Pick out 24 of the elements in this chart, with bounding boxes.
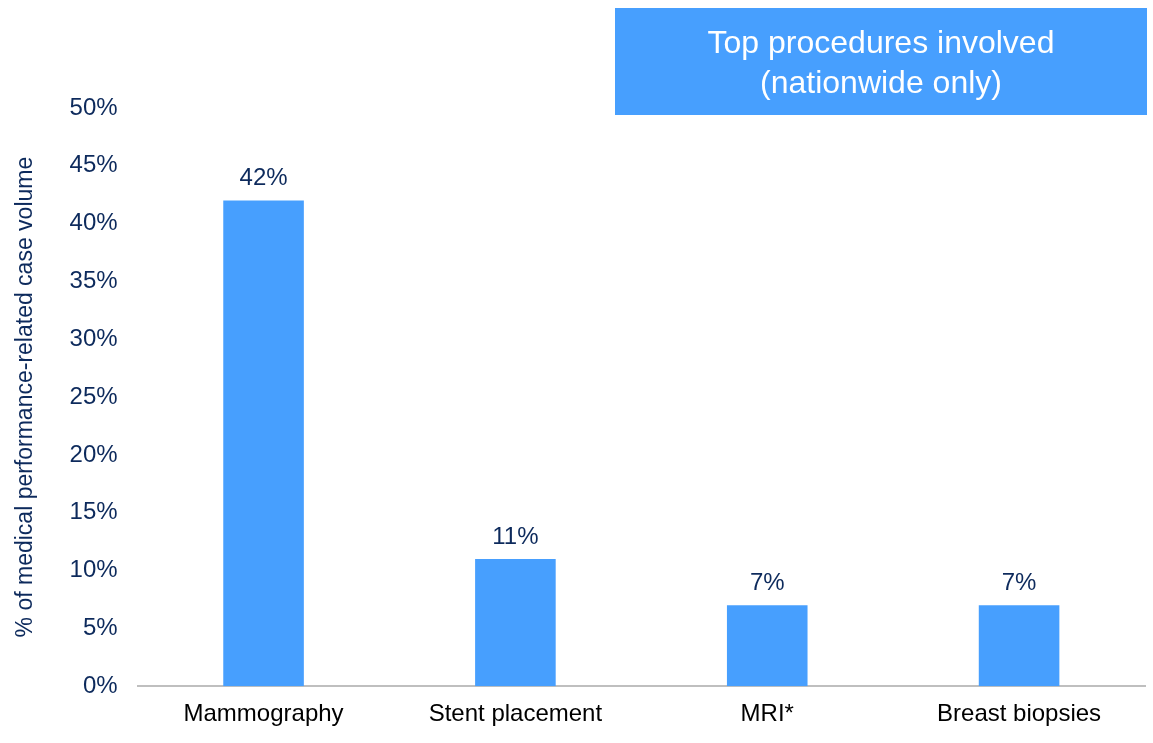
x-tick-label: MRI* xyxy=(740,699,794,727)
y-tick-label: 45% xyxy=(69,150,118,178)
y-tick-label: 25% xyxy=(69,381,118,409)
y-axis-title: % of medical performance-related case volume xyxy=(11,156,38,638)
data-label: 7% xyxy=(1001,567,1037,595)
bar xyxy=(223,200,304,687)
x-tick-label: Breast biopsies xyxy=(937,699,1102,727)
bar xyxy=(726,605,808,687)
y-tick-label: 50% xyxy=(69,92,118,120)
bar xyxy=(978,605,1060,687)
x-tick-label: Stent placement xyxy=(428,699,603,727)
y-tick-label: 15% xyxy=(69,497,118,525)
data-label: 11% xyxy=(492,521,539,549)
y-tick-label: 40% xyxy=(69,208,118,236)
y-tick-label: 20% xyxy=(69,439,118,467)
data-label: 42% xyxy=(239,163,288,191)
y-tick-label: 5% xyxy=(82,613,118,641)
y-tick-label: 10% xyxy=(69,555,118,583)
x-tick-label: Mammography xyxy=(183,699,344,727)
bar xyxy=(475,559,556,687)
y-tick-label: 35% xyxy=(69,266,118,294)
y-tick-label: 0% xyxy=(82,670,118,698)
y-tick-label: 30% xyxy=(69,323,118,351)
data-label: 7% xyxy=(749,567,785,595)
